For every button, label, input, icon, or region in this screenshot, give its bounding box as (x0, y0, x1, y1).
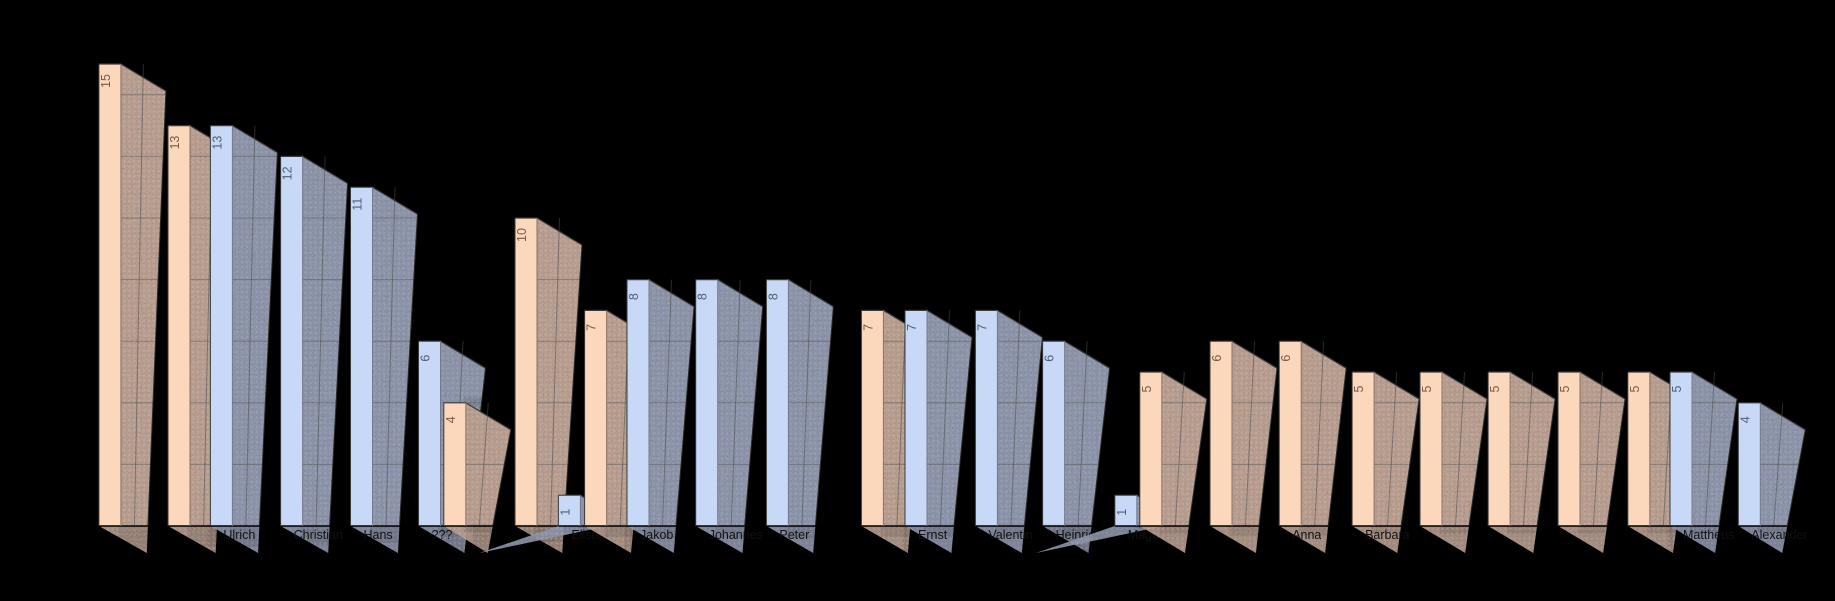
svg-text:15: 15 (99, 74, 113, 88)
svg-text:Peter: Peter (779, 528, 809, 542)
svg-text:7: 7 (975, 324, 989, 331)
svg-text:6: 6 (1210, 355, 1224, 362)
svg-text:Ulrich: Ulrich (223, 528, 255, 542)
svg-text:6: 6 (419, 355, 433, 362)
svg-text:7: 7 (585, 324, 599, 331)
svg-text:Jakob: Jakob (640, 528, 673, 542)
svg-text:6: 6 (1043, 355, 1057, 362)
svg-text:5: 5 (1670, 385, 1684, 392)
svg-text:5: 5 (1140, 385, 1154, 392)
svg-text:Hans: Hans (364, 528, 393, 542)
svg-text:10: 10 (515, 228, 529, 242)
svg-text:1: 1 (558, 509, 572, 516)
svg-text:4: 4 (444, 416, 458, 423)
svg-text:???: ??? (432, 528, 453, 542)
svg-text:Alexander: Alexander (1751, 528, 1807, 542)
svg-text:Barbara: Barbara (1365, 528, 1410, 542)
svg-text:8: 8 (766, 293, 780, 300)
svg-text:6: 6 (1279, 355, 1293, 362)
svg-text:Johannes: Johannes (709, 528, 763, 542)
svg-text:7: 7 (861, 324, 875, 331)
svg-text:1: 1 (1115, 509, 1129, 516)
svg-text:7: 7 (905, 324, 919, 331)
svg-text:Ernst: Ernst (918, 528, 948, 542)
svg-text:5: 5 (1488, 385, 1502, 392)
svg-text:Mattheus: Mattheus (1683, 528, 1734, 542)
svg-text:4: 4 (1738, 416, 1752, 423)
svg-text:5: 5 (1352, 385, 1366, 392)
svg-text:Anna: Anna (1292, 528, 1321, 542)
svg-text:8: 8 (627, 293, 641, 300)
svg-text:11: 11 (351, 198, 365, 211)
svg-text:13: 13 (168, 136, 182, 150)
svg-text:5: 5 (1558, 385, 1572, 392)
svg-text:13: 13 (210, 136, 224, 150)
svg-text:Valentin: Valentin (988, 528, 1032, 542)
svg-text:Christian: Christian (294, 528, 343, 542)
svg-text:12: 12 (281, 166, 295, 180)
svg-text:5: 5 (1420, 385, 1434, 392)
svg-text:5: 5 (1628, 385, 1642, 392)
svg-text:8: 8 (696, 293, 710, 300)
